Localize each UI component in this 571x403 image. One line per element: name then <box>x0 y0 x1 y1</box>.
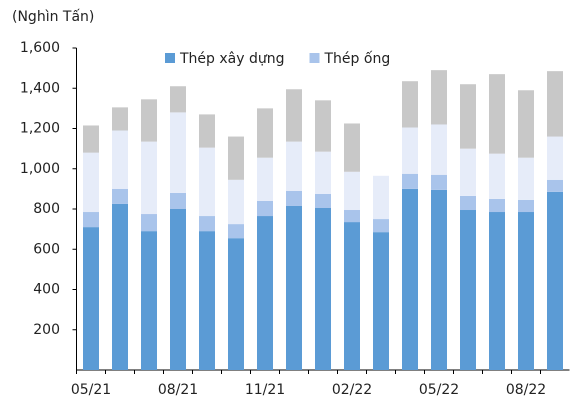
bar-segment <box>257 200 273 217</box>
bar-segment <box>431 70 447 125</box>
bar-segment <box>402 127 418 174</box>
bar-segment <box>286 190 302 206</box>
bar-segment <box>547 179 563 192</box>
bar-segment <box>402 173 418 189</box>
x-tick-label: 02/22 <box>332 382 372 398</box>
bar-segment <box>373 175 389 220</box>
bar-segment <box>460 195 476 211</box>
bar-segment <box>489 153 505 199</box>
legend-label: Thép xây dựng <box>179 51 285 67</box>
bar-segment <box>431 124 447 175</box>
bar-segment <box>373 219 389 233</box>
bar-segment <box>83 125 99 153</box>
bar-segment <box>402 81 418 128</box>
bar-segment <box>141 231 157 370</box>
bar-segment <box>547 136 563 180</box>
bar-segment <box>199 216 215 232</box>
bar-segment <box>518 199 534 213</box>
bar-segment <box>228 224 244 239</box>
bar-segment <box>112 188 128 204</box>
bar-segment <box>460 148 476 196</box>
bar-segment <box>489 212 505 370</box>
bar-segment <box>257 108 273 158</box>
x-tick-label: 11/21 <box>245 382 285 398</box>
bar-segment <box>228 179 244 225</box>
bar-segment <box>344 123 360 172</box>
bar-segment <box>315 100 331 152</box>
legend-swatch <box>165 53 175 63</box>
bar-segment <box>170 209 186 370</box>
x-tick-label: 05/22 <box>419 382 459 398</box>
bar-segment <box>170 192 186 209</box>
y-tick-label: 600 <box>33 241 60 257</box>
y-tick-label: 1,000 <box>20 161 60 177</box>
bar-segment <box>141 99 157 142</box>
bar-segment <box>112 107 128 131</box>
bar-segment <box>489 198 505 213</box>
bar-segment <box>547 71 563 137</box>
bar-segment <box>286 141 302 191</box>
legend-label: Thép ống <box>324 50 391 67</box>
y-tick-label: 200 <box>33 322 60 338</box>
bar-segment <box>228 238 244 370</box>
x-tick-label: 08/21 <box>158 382 198 398</box>
bar-segment <box>460 84 476 149</box>
y-tick-label: 800 <box>33 201 60 217</box>
bar-segment <box>257 216 273 370</box>
bar-segment <box>170 112 186 193</box>
bar-segment <box>547 191 563 370</box>
bar-segment <box>83 152 99 213</box>
bar-segment <box>315 193 331 208</box>
bar-segment <box>431 174 447 190</box>
bar-segment <box>112 130 128 189</box>
bar-segment <box>489 74 505 154</box>
bar-segment <box>286 205 302 370</box>
bar-segment <box>402 188 418 370</box>
bar-segment <box>141 214 157 232</box>
y-tick-label: 400 <box>33 282 60 298</box>
bar-segment <box>286 89 302 142</box>
bar-segment <box>199 114 215 148</box>
bar-segment <box>228 136 244 180</box>
chart-title: (Nghìn Tấn) <box>12 9 94 25</box>
bar-segment <box>518 157 534 200</box>
bar-segment <box>199 147 215 217</box>
bar-segment <box>199 231 215 370</box>
bar-segment <box>344 171 360 211</box>
bar-segment <box>257 157 273 201</box>
legend-swatch <box>309 53 320 63</box>
bar-segment <box>460 210 476 370</box>
bar-segment <box>141 141 157 215</box>
bar-segment <box>344 210 360 223</box>
bar-segment <box>431 189 447 370</box>
bar-segment <box>315 151 331 194</box>
bar-segment <box>170 86 186 113</box>
bar-segment <box>83 227 99 370</box>
y-tick-label: 1,400 <box>20 80 60 96</box>
bar-segment <box>112 203 128 370</box>
bar-segment <box>518 90 534 158</box>
bar-segment <box>315 207 331 370</box>
bar-segment <box>518 212 534 370</box>
y-tick-label: 1,600 <box>20 40 60 56</box>
bar-segment <box>344 222 360 370</box>
bar-segment <box>373 232 389 370</box>
x-tick-label: 08/22 <box>506 382 546 398</box>
x-tick-label: 05/21 <box>71 382 111 398</box>
bar-segment <box>83 212 99 228</box>
y-tick-label: 1,200 <box>20 121 60 137</box>
